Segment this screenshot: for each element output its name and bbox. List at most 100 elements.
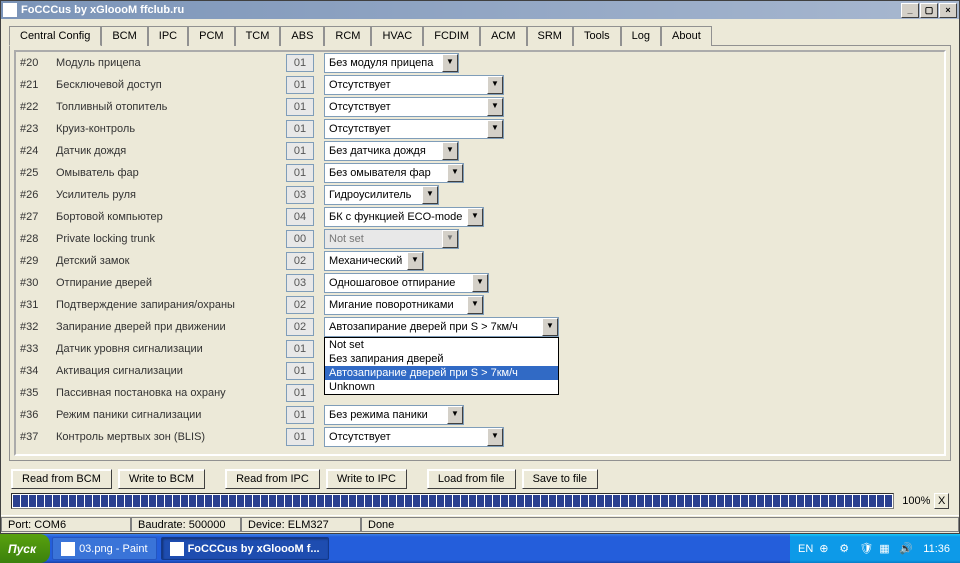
chevron-down-icon[interactable]: ▼ — [447, 406, 463, 424]
combo-text: Механический — [329, 255, 407, 267]
code-field[interactable]: 02 — [286, 252, 314, 270]
language-indicator[interactable]: EN — [798, 543, 813, 555]
titlebar: FoCCCus by xGloooM ffclub.ru _ ▢ × — [1, 1, 959, 19]
minimize-button[interactable]: _ — [901, 3, 919, 18]
config-row: #21Бесключевой доступ01Отсутствует▼ — [16, 74, 944, 96]
tab-pcm[interactable]: PCM — [188, 26, 234, 46]
chevron-down-icon[interactable]: ▼ — [542, 318, 558, 336]
row-label: Датчик дождя — [56, 145, 286, 157]
value-combo[interactable]: Без модуля прицепа▼ — [324, 53, 459, 73]
chevron-down-icon[interactable]: ▼ — [442, 54, 458, 72]
code-field[interactable]: 03 — [286, 274, 314, 292]
tab-tcm[interactable]: TCM — [235, 26, 281, 46]
chevron-down-icon[interactable]: ▼ — [422, 186, 438, 204]
value-combo[interactable]: Гидроусилитель▼ — [324, 185, 439, 205]
tab-bcm[interactable]: BCM — [101, 26, 147, 46]
code-field[interactable]: 01 — [286, 142, 314, 160]
save-file-button[interactable]: Save to file — [522, 469, 598, 489]
taskbar-task[interactable]: 03.png - Paint — [52, 537, 157, 560]
chevron-down-icon[interactable]: ▼ — [487, 76, 503, 94]
value-combo[interactable]: Без датчика дождя▼ — [324, 141, 459, 161]
tab-tools[interactable]: Tools — [573, 26, 621, 46]
chevron-down-icon[interactable]: ▼ — [407, 252, 423, 270]
code-field[interactable]: 01 — [286, 406, 314, 424]
write-ipc-button[interactable]: Write to IPC — [326, 469, 407, 489]
read-ipc-button[interactable]: Read from IPC — [225, 469, 320, 489]
read-bcm-button[interactable]: Read from BCM — [11, 469, 112, 489]
value-combo[interactable]: Отсутствует▼ — [324, 427, 504, 447]
dropdown-list[interactable]: Not setБез запирания дверейАвтозапирание… — [324, 337, 559, 395]
code-field[interactable]: 04 — [286, 208, 314, 226]
code-field[interactable]: 02 — [286, 318, 314, 336]
tab-acm[interactable]: ACM — [480, 26, 526, 46]
chevron-down-icon[interactable]: ▼ — [442, 142, 458, 160]
row-number: #35 — [20, 387, 56, 399]
value-combo[interactable]: Отсутствует▼ — [324, 119, 504, 139]
combo-text: Отсутствует — [329, 123, 487, 135]
code-field[interactable]: 02 — [286, 296, 314, 314]
tray-icon[interactable]: ⚙ — [839, 542, 853, 556]
combo-text: Без датчика дождя — [329, 145, 442, 157]
code-field[interactable]: 01 — [286, 98, 314, 116]
chevron-down-icon[interactable]: ▼ — [487, 98, 503, 116]
value-combo[interactable]: Механический▼ — [324, 251, 424, 271]
tab-log[interactable]: Log — [621, 26, 661, 46]
value-combo[interactable]: Not set▼ — [324, 229, 459, 249]
button-row: Read from BCM Write to BCM Read from IPC… — [9, 461, 951, 493]
dropdown-option[interactable]: Без запирания дверей — [325, 352, 558, 366]
code-field[interactable]: 01 — [286, 164, 314, 182]
app-icon — [3, 3, 17, 17]
clock[interactable]: 11:36 — [923, 543, 950, 555]
value-combo[interactable]: Без омывателя фар▼ — [324, 163, 464, 183]
code-field[interactable]: 01 — [286, 340, 314, 358]
value-combo[interactable]: Одношаговое отпирание▼ — [324, 273, 489, 293]
maximize-button[interactable]: ▢ — [920, 3, 938, 18]
value-combo[interactable]: Отсутствует▼ — [324, 97, 504, 117]
tab-rcm[interactable]: RCM — [324, 26, 371, 46]
value-combo[interactable]: Отсутствует▼ — [324, 75, 504, 95]
tray-icon[interactable]: ⊕ — [819, 542, 833, 556]
write-bcm-button[interactable]: Write to BCM — [118, 469, 205, 489]
chevron-down-icon[interactable]: ▼ — [467, 208, 483, 226]
code-field[interactable]: 01 — [286, 76, 314, 94]
code-field[interactable]: 00 — [286, 230, 314, 248]
tab-abs[interactable]: ABS — [280, 26, 324, 46]
close-button[interactable]: × — [939, 3, 957, 18]
tab-about[interactable]: About — [661, 26, 712, 46]
chevron-down-icon[interactable]: ▼ — [467, 296, 483, 314]
code-field[interactable]: 01 — [286, 384, 314, 402]
row-number: #22 — [20, 101, 56, 113]
dropdown-option[interactable]: Unknown — [325, 380, 558, 394]
chevron-down-icon[interactable]: ▼ — [487, 120, 503, 138]
load-file-button[interactable]: Load from file — [427, 469, 516, 489]
value-combo[interactable]: Без режима паники▼ — [324, 405, 464, 425]
code-field[interactable]: 01 — [286, 362, 314, 380]
chevron-down-icon[interactable]: ▼ — [447, 164, 463, 182]
row-label: Детский замок — [56, 255, 286, 267]
value-combo[interactable]: БК с функцией ECO-mode▼ — [324, 207, 484, 227]
code-field[interactable]: 03 — [286, 186, 314, 204]
chevron-down-icon[interactable]: ▼ — [472, 274, 488, 292]
chevron-down-icon[interactable]: ▼ — [487, 428, 503, 446]
code-field[interactable]: 01 — [286, 54, 314, 72]
volume-icon[interactable]: 🔊 — [899, 542, 913, 556]
row-number: #24 — [20, 145, 56, 157]
code-field[interactable]: 01 — [286, 428, 314, 446]
value-combo[interactable]: Мигание поворотниками▼ — [324, 295, 484, 315]
tab-central-config[interactable]: Central Config — [9, 26, 101, 46]
value-combo[interactable]: Автозапирание дверей при S > 7км/ч▼ — [324, 317, 559, 337]
cancel-button[interactable]: X — [934, 493, 949, 509]
start-button[interactable]: Пуск — [0, 534, 50, 563]
tab-srm[interactable]: SRM — [527, 26, 573, 46]
taskbar-task[interactable]: FoCCCus by xGloooM f... — [161, 537, 329, 560]
tab-ipc[interactable]: IPC — [148, 26, 188, 46]
tab-hvac[interactable]: HVAC — [371, 26, 423, 46]
dropdown-option[interactable]: Not set — [325, 338, 558, 352]
code-field[interactable]: 01 — [286, 120, 314, 138]
chevron-down-icon[interactable]: ▼ — [442, 230, 458, 248]
tray-icon[interactable]: 🛡 — [859, 542, 873, 556]
dropdown-option[interactable]: Автозапирание дверей при S > 7км/ч — [325, 366, 558, 380]
app-window: FoCCCus by xGloooM ffclub.ru _ ▢ × Centr… — [0, 0, 960, 534]
tray-icon[interactable]: ▦ — [879, 542, 893, 556]
tab-fcdim[interactable]: FCDIM — [423, 26, 480, 46]
